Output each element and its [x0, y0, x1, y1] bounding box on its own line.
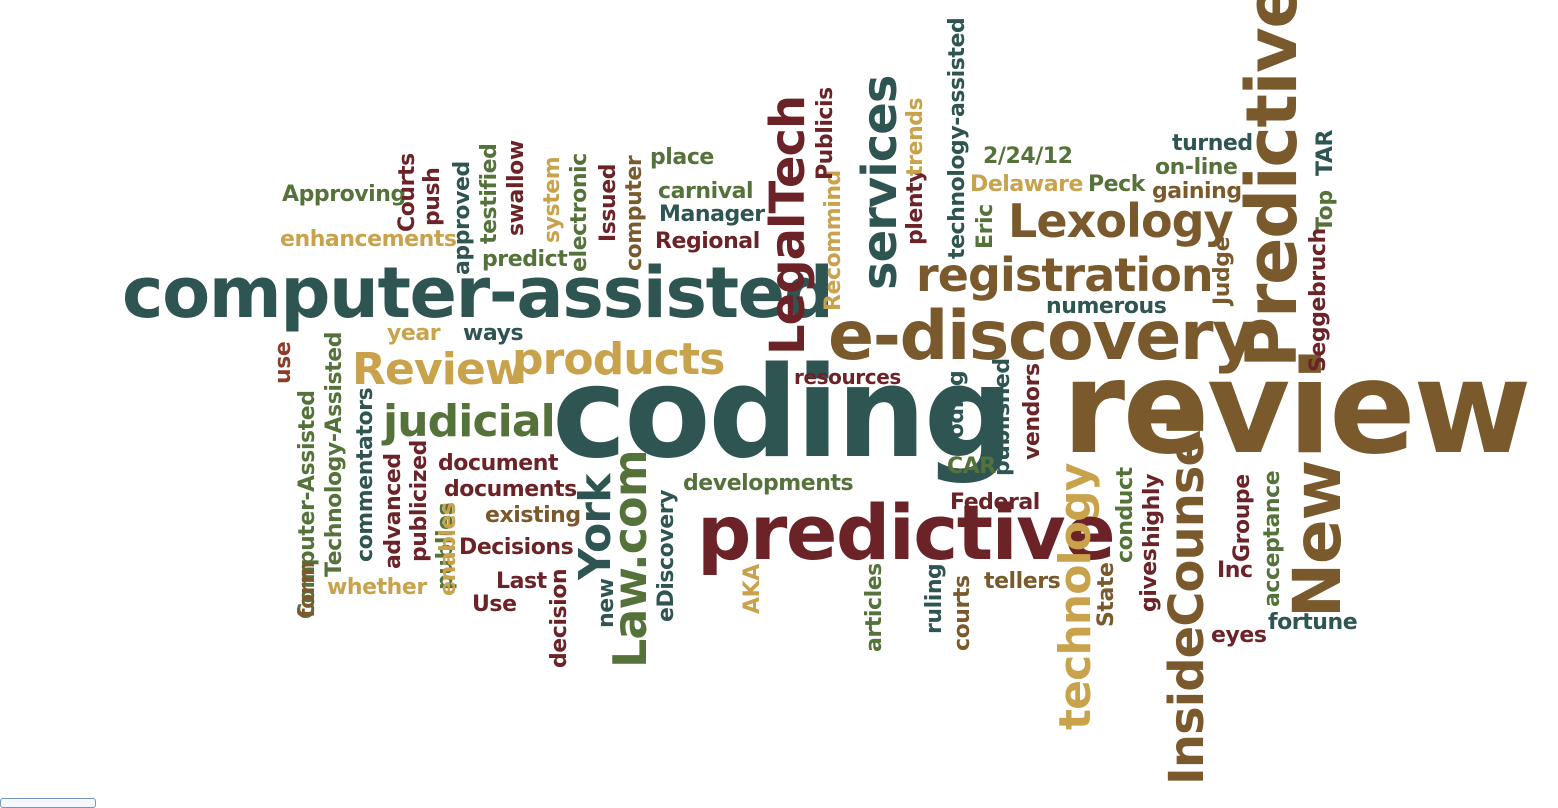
word: TAR: [1313, 130, 1338, 176]
word: 2/24/12: [983, 144, 1073, 169]
word: trends: [903, 97, 928, 176]
word: Eric: [973, 204, 998, 249]
word: ways: [463, 321, 524, 346]
word: Publicis: [813, 87, 838, 180]
word: registration: [916, 248, 1214, 302]
word: eyes: [1211, 623, 1267, 648]
word: resources: [794, 365, 901, 389]
word: technology: [1050, 463, 1101, 730]
word: Use: [472, 592, 517, 617]
word: developments: [683, 471, 854, 496]
word: products: [512, 334, 725, 385]
word: numerous: [1046, 294, 1167, 319]
word: swallow: [504, 140, 529, 236]
word: Delaware: [970, 172, 1083, 197]
word: services: [852, 75, 908, 290]
word: Federal: [950, 490, 1040, 515]
word: review: [1062, 334, 1532, 483]
word: Approving: [282, 182, 406, 207]
word: use: [271, 341, 296, 384]
word: whether: [327, 575, 427, 600]
corner-control[interactable]: [0, 798, 96, 808]
word: Peck: [1088, 172, 1145, 197]
word: fortune: [1268, 610, 1358, 635]
word: highly: [1140, 474, 1165, 548]
word: gives: [1137, 548, 1162, 612]
word: ruling: [922, 563, 947, 634]
word: computer: [622, 155, 647, 271]
word: push: [420, 167, 445, 226]
word: publicized: [407, 440, 432, 562]
word: form: [295, 561, 320, 618]
word: tellers: [984, 569, 1061, 594]
word: New: [1279, 460, 1356, 618]
word: coding: [552, 339, 1014, 486]
word: Seggebruch: [1306, 228, 1331, 372]
word: vendors: [1020, 363, 1045, 460]
word: technology-assisted: [945, 17, 970, 259]
word: commentators: [353, 387, 378, 562]
word: acceptance: [1260, 470, 1285, 607]
word: courts: [950, 575, 975, 651]
word: gaining: [1152, 179, 1242, 204]
word: on-line: [1155, 155, 1238, 180]
word: Courts: [395, 153, 420, 232]
word: published: [990, 358, 1015, 476]
word: testified: [477, 143, 502, 244]
word: year: [387, 321, 441, 346]
word: Predictive: [1231, 0, 1313, 368]
word: Recommind: [821, 170, 846, 311]
word: decision: [547, 568, 572, 668]
word: carnival: [658, 179, 754, 204]
word: Judge: [1210, 236, 1235, 305]
word: turned: [1172, 131, 1253, 156]
word: Coding: [944, 370, 969, 454]
word: CAR: [947, 454, 996, 479]
word: Last: [496, 569, 547, 594]
word: Regional: [655, 229, 760, 254]
word: enables: [436, 502, 461, 596]
word: system: [540, 156, 565, 243]
word: enhancements: [280, 227, 457, 252]
word: Manager: [659, 202, 765, 227]
word: e-discovery: [828, 297, 1257, 376]
word: LegalTech: [760, 95, 816, 355]
word: Review: [352, 344, 526, 395]
word: approved: [450, 161, 475, 275]
word: place: [650, 145, 714, 170]
word: judicial: [383, 396, 556, 447]
word: advanced: [381, 453, 406, 569]
word: Groupe: [1230, 474, 1255, 562]
word: electronic: [567, 153, 592, 272]
word: InsideCounsel: [1159, 419, 1215, 785]
word: predict: [482, 247, 568, 272]
word: existing: [485, 503, 581, 528]
word: computer-assisted: [122, 252, 834, 334]
word: Technology-Assisted: [322, 331, 347, 577]
word: document: [438, 451, 559, 476]
word: State: [1094, 562, 1119, 627]
word: conduct: [1113, 467, 1138, 563]
word: AKA: [740, 564, 765, 614]
word: plenty: [903, 168, 928, 245]
word: Top: [1313, 190, 1338, 232]
word: Lexology: [1008, 194, 1234, 248]
word: documents: [444, 477, 577, 502]
word: articles: [862, 563, 887, 652]
word: Issued: [596, 163, 621, 242]
word: eDiscovery: [654, 489, 679, 622]
word: Decisions: [459, 535, 574, 560]
word: predictive: [697, 488, 1116, 577]
word: Inc: [1217, 558, 1253, 583]
word: new: [594, 578, 619, 628]
